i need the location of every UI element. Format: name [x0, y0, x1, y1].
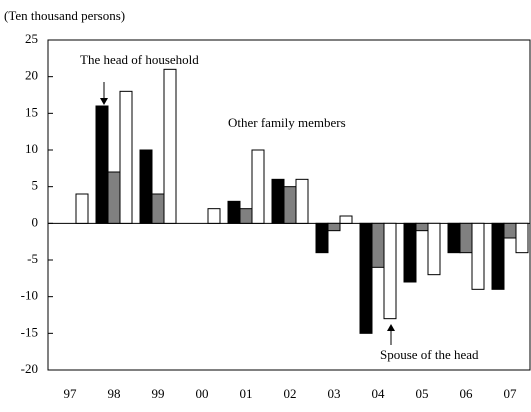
- bar: [315, 222, 329, 254]
- y-tick-label: 10: [25, 141, 38, 156]
- bar: [515, 222, 529, 254]
- x-tick-label: 98: [108, 386, 121, 401]
- bar: [503, 222, 517, 239]
- x-tick-label: 06: [460, 386, 474, 401]
- series-label: Spouse of the head: [380, 347, 479, 362]
- series-label: The head of household: [80, 52, 199, 67]
- y-tick-label: 20: [25, 68, 38, 83]
- plot-frame: [47, 39, 531, 371]
- bar: [427, 222, 441, 276]
- x-tick-label: 99: [152, 386, 165, 401]
- bar: [283, 186, 297, 224]
- bar: [447, 222, 461, 254]
- arrowhead: [100, 98, 108, 105]
- bar: [491, 222, 505, 290]
- y-tick-label: 5: [32, 178, 39, 193]
- bar: [239, 208, 253, 224]
- y-tick-label: 0: [32, 214, 39, 229]
- bar: [251, 149, 265, 224]
- bar: [271, 178, 285, 224]
- bar: [295, 178, 309, 224]
- y-tick-label: -5: [27, 251, 38, 266]
- chart-title: (Ten thousand persons): [4, 8, 125, 23]
- y-tick-label: -10: [21, 288, 38, 303]
- bar: [327, 222, 341, 232]
- bar: [339, 215, 353, 224]
- bar: [151, 193, 165, 224]
- bar: [359, 222, 373, 334]
- x-tick-label: 04: [372, 386, 386, 401]
- bar: [119, 90, 133, 224]
- y-tick-label: -20: [21, 361, 38, 376]
- x-tick-label: 00: [196, 386, 209, 401]
- bar: [371, 222, 385, 268]
- bar: [403, 222, 417, 283]
- bar: [75, 193, 89, 224]
- x-tick-label: 03: [328, 386, 341, 401]
- bar: [139, 149, 153, 224]
- y-tick-label: 25: [25, 31, 38, 46]
- x-tick-label: 02: [284, 386, 297, 401]
- bar: [459, 222, 473, 254]
- bar: [471, 222, 485, 290]
- x-tick-label: 05: [416, 386, 429, 401]
- bar: [207, 208, 221, 224]
- x-tick-label: 07: [504, 386, 518, 401]
- bar: [415, 222, 429, 232]
- x-tick-label: 97: [64, 386, 78, 401]
- bar: [95, 105, 109, 224]
- y-tick-label: -15: [21, 324, 38, 339]
- x-tick-label: 01: [240, 386, 253, 401]
- bar: [383, 222, 397, 320]
- bar: [227, 200, 241, 224]
- bar: [163, 68, 177, 224]
- arrowhead: [387, 324, 395, 331]
- bar: [107, 171, 121, 224]
- y-tick-label: 15: [25, 104, 38, 119]
- series-label: Other family members: [228, 115, 346, 130]
